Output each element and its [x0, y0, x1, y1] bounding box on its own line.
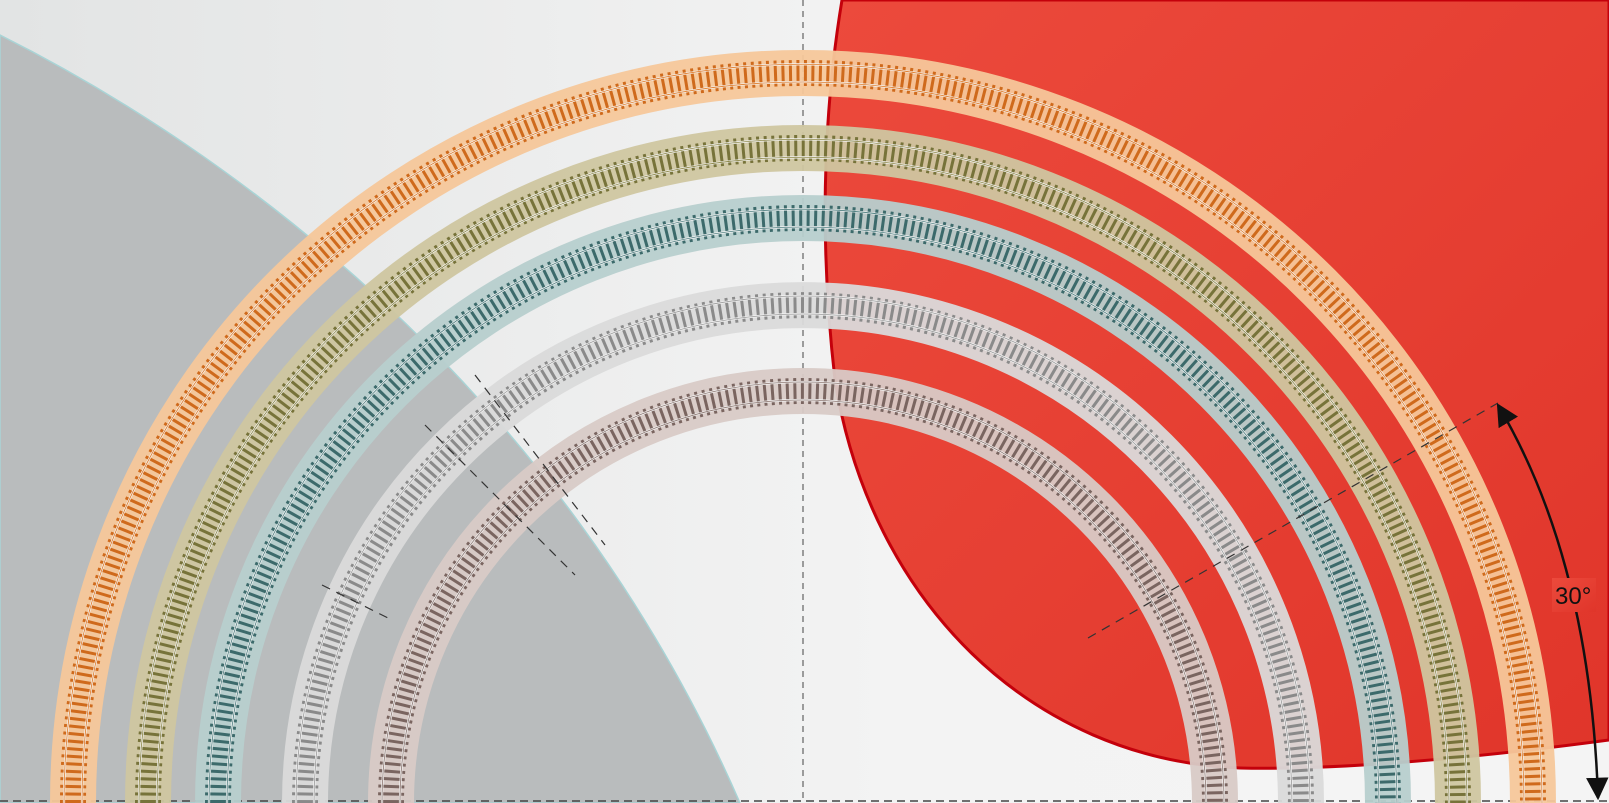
- track-grey-outer-rail-core: [295, 295, 1311, 803]
- track-olive-inner-rail-core: [156, 156, 1450, 803]
- track-teal-inner-rail-core: [226, 226, 1380, 803]
- track-teal-ties: [205, 205, 1401, 803]
- track-teal: [195, 195, 1411, 803]
- track-orange: [50, 50, 1556, 803]
- track-arcs: [50, 50, 1556, 803]
- track-orange-inner-rail-core: [81, 81, 1525, 803]
- track-olive-outer-rail-core: [138, 138, 1468, 803]
- track-mauve-inner-rail-core: [399, 399, 1207, 803]
- guide-line-left-mid: [424, 424, 576, 576]
- guide-line-left-lower: [321, 584, 389, 619]
- track-orange-band: [50, 50, 1556, 803]
- angle-label: 30°: [1555, 583, 1591, 610]
- track-olive-ties: [135, 135, 1471, 803]
- track-orange-outer-rail-core: [63, 63, 1543, 803]
- track-grey: [282, 282, 1324, 803]
- track-grey-inner-rail-core: [313, 313, 1293, 803]
- track-olive: [125, 125, 1481, 803]
- track-mauve-ties: [378, 378, 1228, 803]
- guide-line-left-upper: [474, 374, 606, 546]
- track-teal-outer-rail-core: [208, 208, 1398, 803]
- track-mauve: [368, 368, 1238, 803]
- track-mauve-outer-rail-core: [381, 381, 1225, 803]
- track-grey-ties: [292, 292, 1314, 803]
- angle-label-bg: [1552, 578, 1596, 612]
